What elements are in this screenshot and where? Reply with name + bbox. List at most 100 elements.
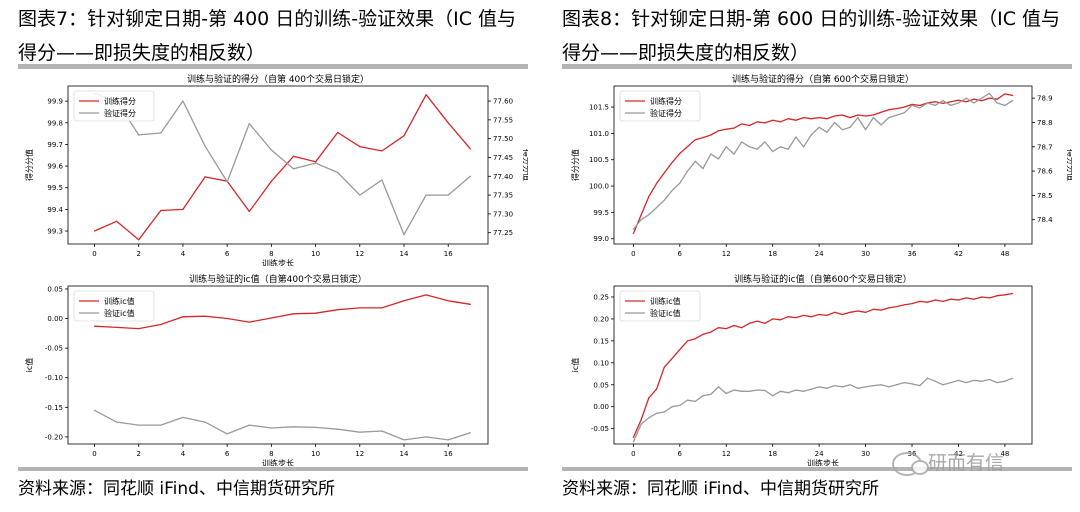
data-point [655,182,658,185]
data-point [787,148,789,150]
y-tick-label: 100.0 [589,183,609,191]
data-point [880,124,882,126]
data-point [826,118,828,120]
y-tick-label: 0.20 [593,315,609,323]
x-tick-label: 8 [269,450,273,458]
y-tick-label: 0.15 [593,337,609,345]
x-tick-label: 12 [355,250,364,258]
data-point [733,153,735,155]
data-point [764,322,766,324]
data-point [826,131,828,133]
y-tick-label: 100.5 [589,156,609,164]
data-point [248,424,250,426]
data-point [425,94,427,96]
data-point [934,380,936,382]
data-point [864,115,867,117]
data-point [872,308,874,310]
data-point [988,92,991,94]
data-point [934,101,936,103]
x-tick-label: 4 [181,250,186,258]
data-point [138,328,140,330]
data-point [337,131,339,134]
x-tick-label: 6 [225,450,230,458]
data-point [841,129,843,131]
data-point [733,127,735,129]
data-point [337,309,339,311]
data-point [911,383,913,385]
y-axis-label: ic值 [570,358,580,373]
data-point [671,161,673,163]
data-point [640,419,642,421]
data-point [981,100,983,102]
top-rule [18,64,528,69]
x-tick-label: 18 [768,250,777,258]
data-point [655,412,658,414]
data-point [810,388,812,390]
legend-label: 训练得分 [650,96,682,106]
data-point [717,158,720,160]
data-point [864,129,867,131]
y-tick-label: 99.7 [47,141,63,149]
y-tick-label: 101.0 [589,130,609,138]
data-point [957,299,960,301]
data-point [973,98,975,100]
data-point [787,118,789,120]
data-point [160,424,162,426]
legend-label: 验证得分 [650,108,682,118]
data-point [741,390,743,392]
data-point [950,381,952,384]
x-tick-label: 12 [722,450,731,458]
data-point [694,338,696,340]
data-point [919,104,921,107]
data-point [880,384,882,386]
y-tick-label: 0.05 [593,381,609,389]
data-point [919,107,921,109]
series-line-train [632,292,1013,438]
data-point [160,209,162,212]
data-point [640,219,642,221]
series-line-valid [94,409,471,441]
data-point [248,123,250,125]
x-tick-label: 6 [225,250,230,258]
data-point [981,380,983,382]
plot-frame [67,285,489,445]
x-tick-label: 0 [631,250,635,258]
data-point [725,392,727,395]
data-point [988,97,991,99]
legend-label: 训练ic值 [104,296,135,306]
data-point [204,145,206,147]
x-tick-label: 36 [908,250,917,258]
x-tick-label: 4 [181,450,186,458]
data-point [359,146,361,148]
data-point [996,381,998,384]
data-point [447,300,449,302]
x-tick-label: 2 [137,450,141,458]
data-point [648,397,650,399]
data-point [950,298,952,300]
data-point [270,180,272,182]
x-tick-label: 24 [815,450,824,458]
plot-frame [613,285,1033,445]
y2-tick-label: 77.45 [493,154,513,162]
data-point [270,149,272,151]
data-point [381,150,383,152]
data-point [880,111,882,113]
data-point [803,146,805,148]
watermark-text: 研而有信 [928,452,1005,474]
y2-tick-label: 78.4 [1037,216,1053,224]
data-point [965,97,967,99]
data-point [686,399,689,401]
data-point [403,300,405,302]
plot-frame [613,85,1033,245]
x-axis-label: 训练步长 [807,458,839,466]
data-point [764,141,766,143]
data-point [270,427,272,429]
data-point [663,199,665,201]
data-point [447,122,449,124]
data-point [772,119,774,121]
data-point [671,357,673,360]
data-point [926,377,929,379]
data-point [632,232,634,235]
data-point [818,126,820,128]
data-point [204,315,206,317]
